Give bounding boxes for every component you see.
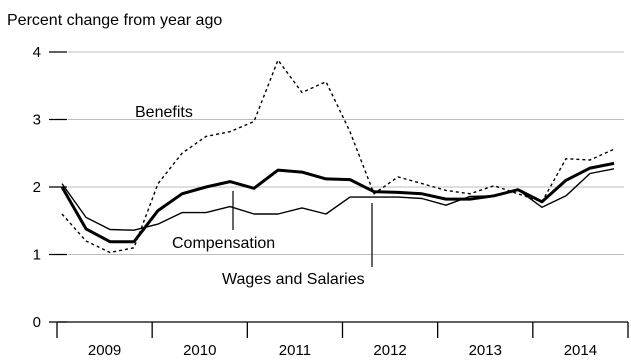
x-tick-label-2012: 2012	[373, 342, 406, 359]
axes: 0 1 2 3 4 2009 2010 2011 2012 2013 2014	[33, 44, 629, 359]
y-tick-label-3: 3	[33, 112, 41, 129]
annotations: Benefits Compensation Wages and Salaries	[135, 104, 373, 288]
y-tick-label-2: 2	[33, 179, 41, 196]
annotation-label-benefits: Benefits	[135, 104, 193, 121]
annotation-label-compensation: Compensation	[172, 235, 275, 252]
x-tick-label-2009: 2009	[88, 342, 121, 359]
series-lines	[60, 59, 615, 254]
series-line-wages-and-salaries	[61, 168, 615, 231]
x-tick-label-2013: 2013	[469, 342, 502, 359]
y-tick-label-0: 0	[33, 314, 41, 331]
x-tick-label-2014: 2014	[564, 342, 597, 359]
grid-lines	[68, 51, 624, 255]
series-line-compensation	[60, 161, 615, 244]
series-line-benefits	[61, 59, 615, 254]
annotation-label-wages-and-salaries: Wages and Salaries	[222, 271, 365, 288]
y-tick-label-1: 1	[33, 247, 41, 264]
y-tick-label-4: 4	[33, 44, 41, 61]
y-axis-label: Percent change from year ago	[7, 12, 222, 29]
x-tick-label-2011: 2011	[279, 342, 311, 359]
x-tick-label-2010: 2010	[183, 342, 216, 359]
